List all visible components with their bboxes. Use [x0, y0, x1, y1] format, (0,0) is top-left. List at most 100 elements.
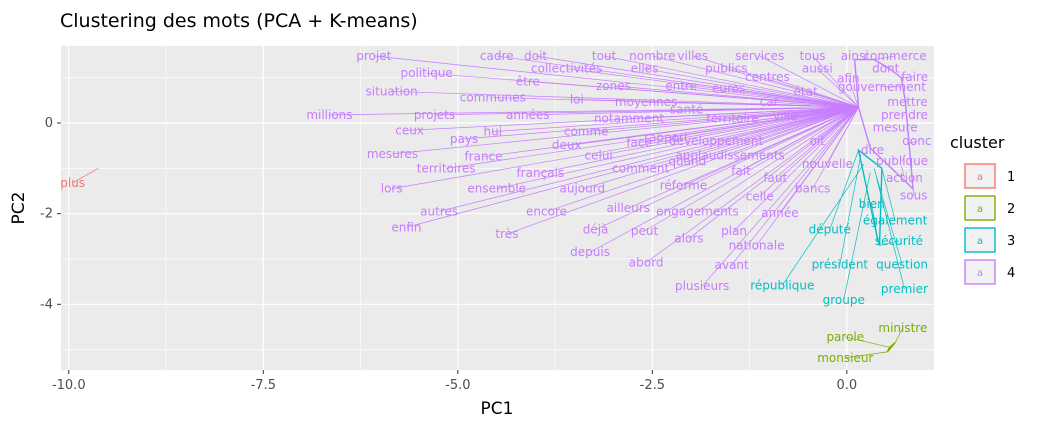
point-label: celui — [585, 149, 613, 163]
label-connector — [901, 76, 915, 79]
label-connector — [527, 80, 859, 108]
cluster-hulls — [853, 58, 914, 353]
point-label: depuis — [570, 245, 610, 259]
label-connector — [506, 106, 859, 235]
label-connector — [769, 101, 859, 108]
point-label: tout — [592, 49, 617, 63]
label-connector — [697, 106, 859, 212]
point-label: comment — [612, 161, 669, 175]
point-label: faire — [901, 70, 928, 84]
point-label: fait — [731, 164, 751, 178]
point-label: elles — [631, 62, 659, 76]
point-label: euros — [712, 82, 745, 96]
legend-label: 1 — [1007, 170, 1015, 185]
label-connector — [701, 106, 859, 287]
label-connector — [817, 68, 859, 108]
point-label: année — [761, 206, 798, 220]
label-connector — [759, 106, 859, 197]
label-connector — [406, 106, 859, 228]
point-labels: plus ministre parole monsieur député présiden… — [60, 49, 931, 365]
label-connector — [879, 240, 900, 246]
point-label: communes — [460, 91, 526, 105]
point-label: nationale — [729, 238, 785, 252]
point-label: autres — [420, 204, 458, 218]
cluster-hull — [857, 148, 883, 246]
label-connector — [900, 165, 905, 178]
point-label: réforme — [660, 179, 707, 193]
label-connector — [566, 68, 859, 108]
legend-key — [964, 259, 996, 285]
label-connector — [598, 106, 859, 157]
label-connector — [843, 172, 871, 300]
label-connector — [492, 106, 859, 132]
point-label: face — [626, 136, 652, 150]
label-connector — [409, 106, 859, 131]
point-label: publique — [876, 154, 928, 168]
point-label: alors — [674, 232, 703, 246]
label-connector — [546, 106, 859, 212]
label-connector — [733, 106, 859, 232]
point-label: centres — [745, 70, 790, 84]
legend: cluster a 1 a 2 a 3 a 4 — [950, 133, 1015, 285]
point-label: dire — [861, 143, 884, 157]
label-connector — [540, 106, 859, 174]
point-label: nombre — [629, 49, 675, 63]
label-connector — [805, 90, 859, 108]
point-label: quand — [668, 155, 706, 169]
label-connector — [586, 106, 859, 132]
point-label: mettre — [887, 95, 928, 109]
point-label: deux — [552, 138, 582, 152]
legend-label: 3 — [1007, 234, 1015, 249]
point-label: sécurité — [875, 234, 923, 248]
label-connector — [595, 106, 859, 230]
x-tick-label: -2.5 — [640, 378, 665, 393]
label-connector — [845, 336, 890, 348]
point-label: celle — [746, 189, 774, 203]
point-label: projets — [414, 108, 455, 122]
label-connector — [392, 106, 859, 155]
point-label: déjà — [583, 223, 609, 237]
point-label: plusieurs — [675, 279, 729, 293]
label-connector — [535, 55, 859, 108]
legend-title: cluster — [950, 133, 1005, 152]
label-connector — [687, 106, 859, 162]
label-connector — [72, 168, 99, 184]
point-label: gouvernement — [838, 80, 926, 94]
label-connector — [845, 351, 888, 359]
label-connectors — [72, 55, 917, 359]
point-label: président — [812, 257, 869, 271]
label-connector — [604, 55, 859, 108]
y-tick-label: -4 — [40, 297, 53, 312]
legend-key-glyph: a — [977, 172, 983, 183]
y-axis-title: PC2 — [9, 192, 29, 225]
label-connector — [582, 106, 859, 190]
point-label: politique — [401, 66, 453, 80]
point-label: zones — [596, 79, 631, 93]
point-label: aussi — [802, 62, 833, 76]
y-tick-label: -2 — [40, 207, 53, 222]
point-label: bancs — [795, 182, 830, 196]
point-label: engagements — [656, 204, 739, 218]
point-label: situation — [366, 84, 418, 98]
label-connector — [873, 168, 903, 265]
label-connector — [688, 106, 859, 239]
label-connector — [756, 106, 859, 246]
point-label: développement — [669, 134, 763, 148]
label-connector — [681, 85, 859, 108]
y-tick-label: 0 — [45, 116, 53, 131]
point-label: services — [735, 49, 784, 63]
point-label: aujourd — [560, 182, 606, 196]
cluster-hull — [886, 342, 896, 353]
point-label: rapport — [644, 131, 689, 145]
point-label: millions — [306, 108, 352, 122]
point-label: ville — [773, 109, 798, 123]
label-connector — [812, 107, 859, 189]
point-label: comme — [564, 125, 609, 139]
label-connector — [901, 114, 905, 117]
x-tick-label: -7.5 — [251, 378, 276, 393]
point-label: car — [760, 95, 779, 109]
label-connector — [639, 106, 859, 143]
point-label: également — [863, 213, 928, 227]
point-label: monsieur — [817, 351, 873, 365]
label-connector — [812, 55, 859, 108]
